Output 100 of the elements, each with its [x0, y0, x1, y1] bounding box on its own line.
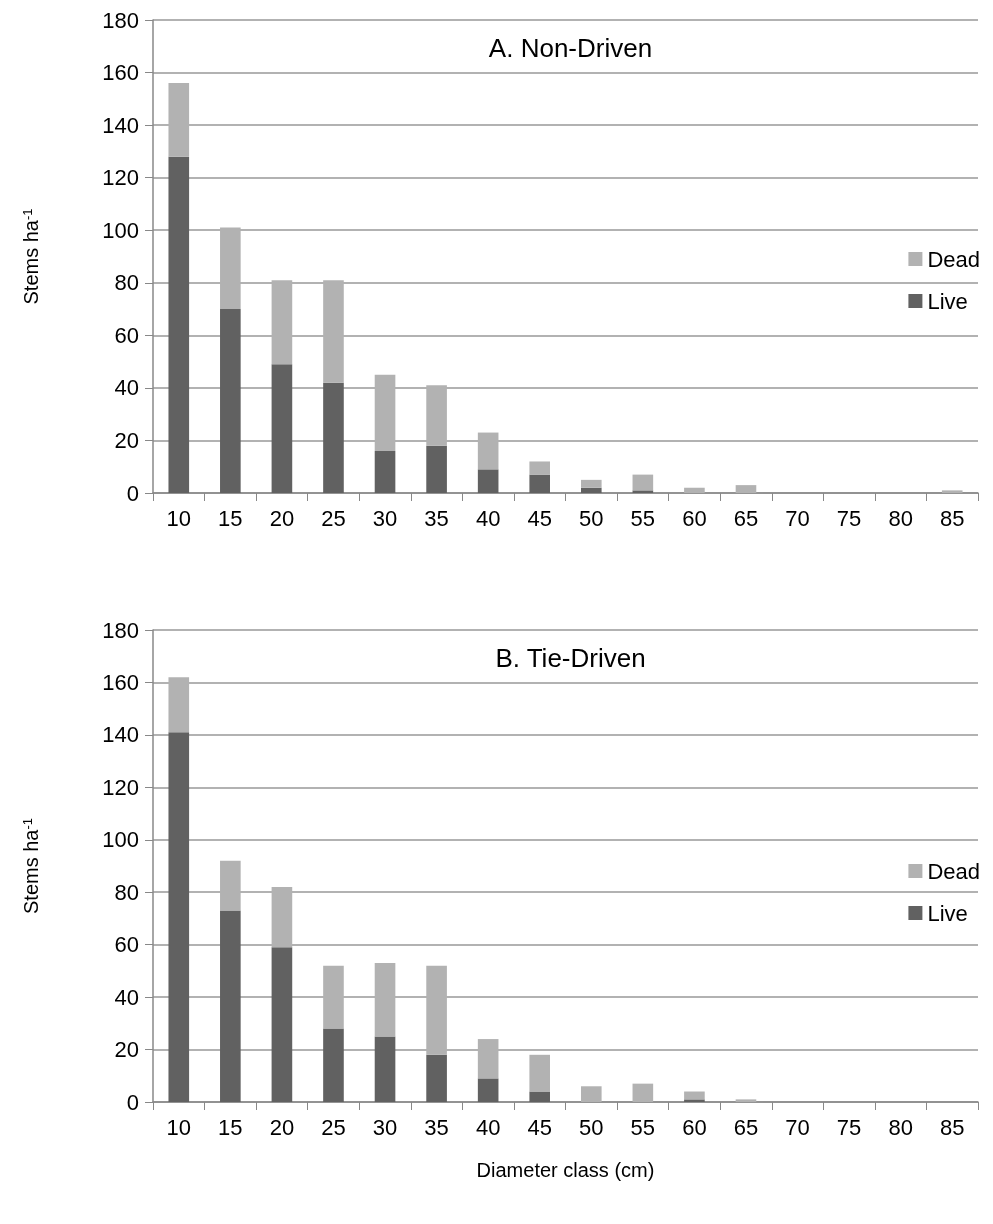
legend-label: Live: [927, 900, 968, 926]
bar: [529, 474, 551, 493]
bar: [529, 1091, 551, 1102]
x-tick-label: 80: [888, 1114, 913, 1140]
bar: [735, 485, 757, 493]
x-tick-label: 65: [733, 1114, 759, 1140]
bar: [529, 1054, 551, 1092]
x-tick-label: 55: [630, 1114, 656, 1140]
y-tick-label: 80: [114, 270, 139, 296]
x-tick-label: 70: [785, 505, 810, 531]
x-tick-label: 30: [372, 505, 398, 531]
bar: [426, 385, 447, 446]
y-tick-label: 140: [102, 112, 139, 138]
y-tick-label: 40: [114, 375, 139, 401]
bar: [271, 280, 293, 365]
x-tick-label: 70: [785, 1114, 810, 1140]
bar: [580, 479, 602, 488]
bar: [374, 1036, 396, 1102]
x-tick-label: 40: [475, 1114, 501, 1140]
bar: [684, 1099, 705, 1102]
y-tick-label: 140: [102, 722, 139, 748]
bar: [323, 965, 344, 1029]
bar: [271, 886, 293, 948]
bar: [168, 156, 190, 493]
x-tick-label: 50: [579, 505, 604, 531]
x-tick-label: 30: [372, 1114, 398, 1140]
bar: [220, 910, 241, 1102]
x-tick-label: 75: [836, 1114, 862, 1140]
y-tick-label: 120: [102, 165, 139, 191]
bar: [632, 1083, 654, 1102]
y-tick-label: 160: [102, 669, 139, 695]
bar: [684, 1091, 705, 1100]
bar: [580, 487, 602, 493]
x-tick-label: 40: [475, 505, 501, 531]
text: A. Non-Driven: [488, 33, 653, 63]
x-tick-label: 60: [682, 505, 707, 531]
x-tick-label: 85: [939, 1114, 965, 1140]
x-tick-label: 85: [939, 505, 965, 531]
text: B. Tie-Driven: [495, 643, 646, 673]
bar: [426, 1054, 447, 1102]
legend-label: Dead: [927, 246, 980, 272]
bar: [271, 364, 293, 493]
bar: [323, 382, 344, 493]
x-tick-label: 35: [424, 1114, 449, 1140]
x-tick-label: 35: [424, 505, 449, 531]
bar: [168, 677, 190, 733]
y-tick-label: 60: [114, 322, 139, 348]
y-tick-label: 120: [102, 774, 139, 800]
bar: [168, 732, 190, 1102]
bar: [374, 374, 396, 451]
bar: [323, 1028, 344, 1102]
bar: [477, 469, 499, 493]
bar: [477, 1078, 499, 1102]
bar: [323, 280, 344, 383]
bar: [529, 461, 551, 475]
y-tick-label: 20: [114, 1037, 139, 1063]
bar: [374, 450, 396, 493]
x-tick-label: 25: [321, 1114, 346, 1140]
y-tick-label: 160: [102, 60, 139, 86]
x-axis-title: Diameter class (cm): [476, 1159, 655, 1181]
x-tick-label: 10: [166, 505, 192, 531]
x-tick-label: 15: [218, 1114, 243, 1140]
bar: [271, 947, 293, 1102]
bar: [426, 445, 447, 493]
x-tick-label: 15: [218, 505, 243, 531]
y-axis-title: Stems ha-1: [20, 817, 42, 915]
y-tick-label: 40: [114, 984, 139, 1010]
x-tick-label: 20: [269, 1114, 295, 1140]
x-tick-label: 25: [321, 505, 346, 531]
y-tick-label: 100: [102, 217, 139, 243]
bar: [220, 309, 241, 493]
y-tick-label: 180: [102, 617, 139, 643]
y-tick-label: 0: [126, 480, 139, 506]
bar: [580, 1086, 602, 1102]
x-tick-label: 45: [527, 1114, 552, 1140]
y-tick-label: 100: [102, 827, 139, 853]
bar: [941, 490, 963, 493]
legend-label: Live: [927, 288, 968, 314]
bar: [220, 860, 241, 911]
bar: [684, 487, 705, 493]
bar: [168, 83, 190, 157]
y-tick-label: 20: [114, 427, 139, 453]
x-tick-label: 75: [836, 505, 862, 531]
x-tick-label: 55: [630, 505, 656, 531]
bar: [735, 1099, 757, 1102]
x-tick-label: 45: [527, 505, 552, 531]
y-tick-label: 0: [126, 1089, 139, 1115]
x-tick-label: 10: [166, 1114, 192, 1140]
bar: [632, 474, 654, 491]
y-tick-label: 60: [114, 932, 139, 958]
x-tick-label: 80: [888, 505, 913, 531]
x-tick-label: 60: [682, 1114, 707, 1140]
x-tick-label: 20: [269, 505, 295, 531]
bar: [426, 965, 447, 1055]
x-tick-label: 50: [579, 1114, 604, 1140]
y-tick-label: 80: [114, 879, 139, 905]
legend-label: Dead: [927, 858, 980, 884]
bar: [632, 490, 654, 493]
bar: [374, 963, 396, 1037]
bar: [477, 1039, 499, 1079]
